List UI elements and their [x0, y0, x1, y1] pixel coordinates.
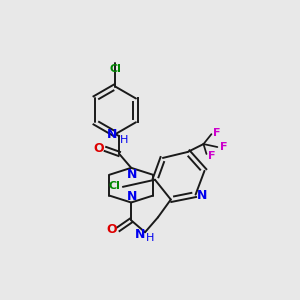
Text: F: F — [220, 142, 227, 152]
Text: Cl: Cl — [110, 64, 121, 74]
Text: F: F — [213, 128, 220, 138]
Text: H: H — [120, 135, 128, 145]
Text: N: N — [107, 128, 118, 141]
Text: N: N — [127, 190, 137, 203]
Text: Cl: Cl — [109, 181, 121, 191]
Text: O: O — [106, 223, 117, 236]
Text: N: N — [197, 189, 208, 202]
Text: H: H — [146, 233, 154, 243]
Text: N: N — [135, 228, 145, 241]
Text: O: O — [93, 142, 104, 154]
Text: F: F — [208, 151, 215, 161]
Text: N: N — [127, 168, 137, 181]
